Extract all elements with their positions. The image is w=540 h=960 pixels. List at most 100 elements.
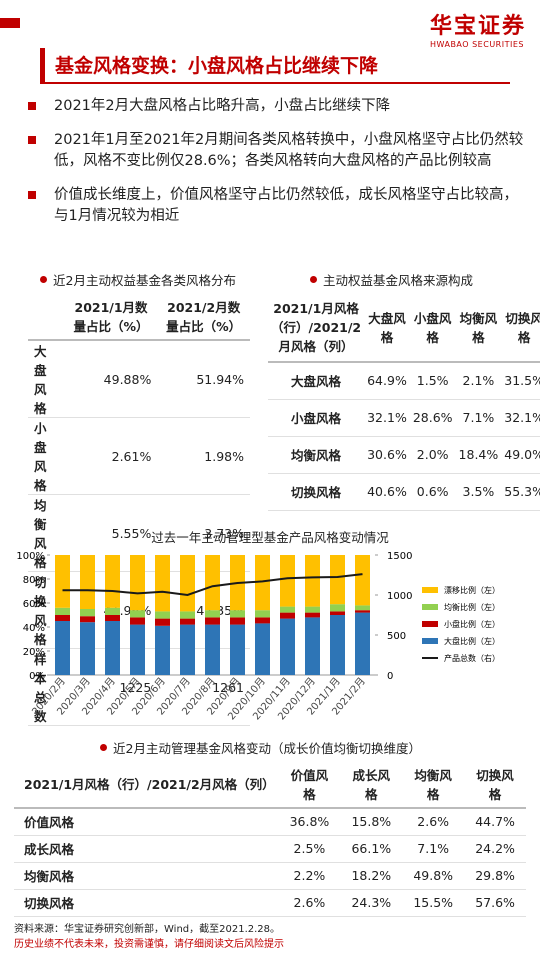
- bar-segment: [80, 609, 95, 617]
- bar-segment: [55, 555, 70, 608]
- legend-swatch: [422, 587, 438, 593]
- row: 大盘风格 49.88% 51.94%: [28, 340, 250, 418]
- bar-segment: [55, 621, 70, 675]
- y-tick-label: 100%: [16, 551, 45, 562]
- dot: [310, 276, 317, 283]
- y-tick-label: 60%: [23, 599, 45, 610]
- cell: 2.0%: [409, 436, 456, 474]
- column-header: 切换风格: [464, 760, 526, 809]
- column-header: 均衡风格: [402, 760, 465, 809]
- bar-segment: [255, 555, 270, 611]
- slide-title: 基金风格变换：小盘风格占比继续下降: [40, 48, 510, 84]
- row-header: 价值风格: [14, 808, 279, 836]
- bar-segment: [130, 617, 145, 625]
- footer-line: 资料来源：华宝证券研究创新部，Wind，截至2021.2.28。: [14, 924, 281, 935]
- y2-tick-label: 0: [387, 671, 393, 682]
- bar-segment: [155, 618, 170, 626]
- bar-segment: [55, 607, 70, 615]
- cell: 55.3%: [501, 473, 540, 511]
- column-header: 价值风格: [278, 760, 341, 809]
- bar-segment: [355, 610, 370, 613]
- cell: 7.1%: [455, 399, 502, 437]
- dot: [40, 276, 47, 283]
- bar-segment: [355, 612, 370, 675]
- column-header: 大盘风格: [364, 292, 410, 363]
- cell: 7.1%: [402, 835, 465, 863]
- y-tick-label: 40%: [23, 623, 45, 634]
- cell: 1.5%: [409, 362, 456, 400]
- header-row: 2021/1月风格（行）/2021/2月风格（列） 价值风格 成长风格 均衡风格 切换风…: [14, 760, 526, 809]
- bar-segment: [105, 555, 120, 608]
- bar-segment: [280, 612, 295, 619]
- bar-segment: [180, 624, 195, 675]
- footer-line: 历史业绩不代表未来，投资需谨慎，请仔细阅读文后风险提示: [14, 939, 284, 950]
- bar-segment: [230, 617, 245, 625]
- line: [62, 573, 363, 597]
- bar-segment: [205, 617, 220, 625]
- column-header: 均衡风格: [455, 292, 502, 363]
- cell: 36.8%: [278, 808, 341, 836]
- bar-segment: [305, 612, 320, 618]
- bar-segment: [80, 622, 95, 675]
- table-title: 近2月主动权益基金各类风格分布: [53, 273, 236, 288]
- table: 2021/1月风格（行）/2021/2月风格（列） 大盘风格 小盘风格 均衡风格 切换风…: [268, 292, 540, 511]
- legend-swatch: [422, 604, 438, 610]
- footer: 资料来源：华宝证券研究创新部，Wind，截至2021.2.28。 历史业绩不代表未…: [14, 922, 284, 952]
- bar-segment: [230, 610, 245, 618]
- cell: 15.8%: [340, 808, 403, 836]
- bullet: 价值成长维度上，价值风格坚守占比仍然较低，成长风格坚守占比较高，与1月情况较为相…: [28, 185, 528, 227]
- cell: 2.6%: [278, 889, 341, 917]
- column-header: 成长风格: [340, 760, 403, 809]
- section: 近2月主动权益基金各类风格分布: [40, 270, 236, 289]
- row-header: 大盘风格: [268, 362, 365, 400]
- cell: 24.2%: [464, 835, 526, 863]
- bar-segment: [205, 555, 220, 611]
- cell: 30.6%: [364, 436, 410, 474]
- bar-segment: [230, 624, 245, 675]
- cell: 2.61%: [64, 417, 158, 495]
- cell: 2.1%: [455, 362, 502, 400]
- chart-title: 过去一年主动管理型基金产品风格变动情况: [151, 530, 389, 545]
- legend-label: 均衡比例（左）: [444, 602, 500, 612]
- bar-segment: [80, 616, 95, 623]
- bar-segment: [305, 606, 320, 613]
- bar-segment: [55, 615, 70, 621]
- bar-segment: [130, 624, 145, 675]
- cell: 18.2%: [340, 862, 403, 890]
- cell: 32.1%: [501, 399, 540, 437]
- bar-segment: [280, 555, 295, 607]
- accent-bar: [0, 18, 20, 28]
- bar-segment: [105, 621, 120, 675]
- bar-segment: [255, 617, 270, 624]
- bar-segment: [180, 555, 195, 612]
- cell: 49.8%: [402, 862, 465, 890]
- logo-cn: 华宝证券: [429, 14, 526, 39]
- y2-tick-label: 500: [387, 631, 406, 642]
- corner-cell: 2021/1月风格（行）/2021/2月风格（列）: [268, 292, 365, 363]
- row-header: 均衡风格: [14, 862, 279, 890]
- row-header: 小盘风格: [28, 417, 65, 495]
- bullets: 2021年2月大盘风格占比略升高，小盘占比继续下降 2021年1月至2021年2月…: [28, 96, 528, 240]
- cell: 24.3%: [340, 889, 403, 917]
- bar-segment: [80, 555, 95, 609]
- bar-segment: [130, 555, 145, 611]
- bar-segment: [205, 624, 220, 675]
- y-tick-label: 80%: [23, 575, 45, 586]
- bar-segment: [330, 604, 345, 612]
- bar-segment: [330, 555, 345, 605]
- row-header: 切换风格: [14, 889, 279, 917]
- row-header: 小盘风格: [268, 399, 365, 437]
- table: 2021/1月风格（行）/2021/2月风格（列） 价值风格 成长风格 均衡风格 切换风…: [14, 760, 526, 917]
- cell: 57.6%: [464, 889, 526, 917]
- bar-segment: [355, 605, 370, 611]
- bar-segment: [280, 618, 295, 675]
- row: 价值风格 36.8% 15.8% 2.6% 44.7%: [14, 808, 526, 836]
- table-title: 近2月主动管理基金风格变动（成长价值均衡切换维度）: [113, 741, 421, 756]
- row-header: 大盘风格: [28, 340, 65, 418]
- cell: 31.5%: [501, 362, 540, 400]
